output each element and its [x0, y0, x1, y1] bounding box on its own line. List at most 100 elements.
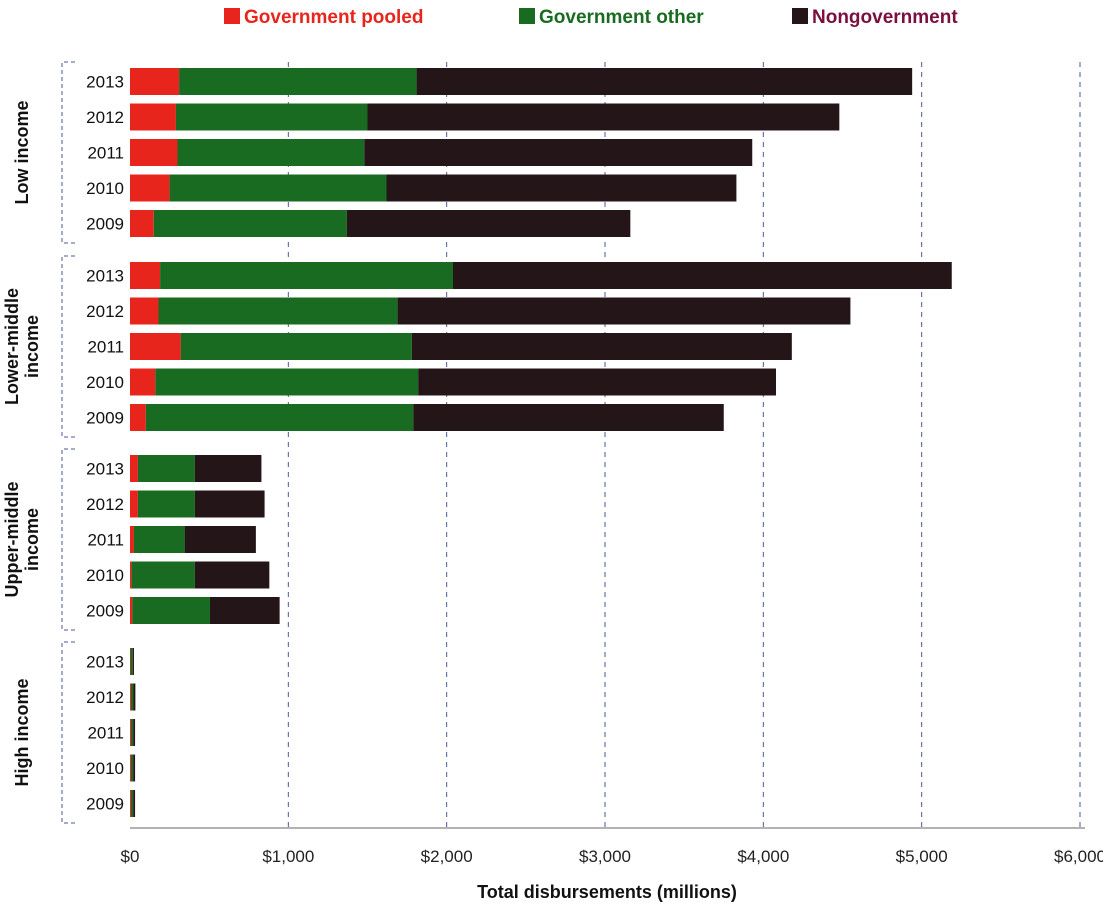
- bar-segment-nongovernment: [386, 174, 737, 202]
- legend-swatch-0: [224, 8, 240, 24]
- bars: [130, 68, 952, 817]
- group-label-0-0: Low income: [12, 100, 32, 204]
- x-axis-title: Total disbursements (millions): [477, 882, 737, 902]
- bar-segment-government-other: [130, 719, 134, 746]
- x-tick-label-3: $3,000: [579, 847, 631, 866]
- bar-segment-nongovernment: [397, 297, 851, 325]
- bar-segment-government-other: [130, 790, 134, 817]
- bar-segment-government-pooled: [130, 683, 131, 711]
- year-label: 2009: [86, 602, 124, 621]
- legend-label-1: Government other: [539, 7, 704, 28]
- year-label: 2011: [87, 338, 124, 357]
- year-label: 2011: [87, 531, 124, 550]
- legend-swatch-2: [792, 8, 808, 24]
- year-label: 2011: [87, 724, 124, 743]
- year-label: 2010: [86, 759, 124, 778]
- bar-segment-government-other: [160, 262, 454, 289]
- bar-segment-government-pooled: [130, 790, 131, 817]
- bar-segment-nongovernment: [194, 561, 270, 589]
- year-label: 2013: [86, 460, 124, 479]
- bar-segment-government-pooled: [130, 490, 138, 518]
- year-label: 2012: [86, 688, 124, 707]
- row-labels: Low income 2013 2012 2011 2010 2009 Lower-midd…: [2, 73, 124, 814]
- bar-segment-government-other: [169, 174, 387, 202]
- bar-segment-nongovernment: [364, 139, 753, 166]
- bar-segment-government-pooled: [130, 262, 161, 289]
- bar-segment-nongovernment: [133, 790, 136, 817]
- bar-segment-government-pooled: [130, 526, 134, 553]
- bar-segment-government-pooled: [130, 597, 133, 624]
- bar-segment-government-other: [130, 683, 134, 711]
- bar-segment-nongovernment: [133, 754, 136, 782]
- group-label-1-1: income: [22, 315, 42, 378]
- legend-swatch-1: [519, 8, 535, 24]
- year-label: 2012: [86, 302, 124, 321]
- bar-segment-nongovernment: [184, 526, 256, 553]
- x-tick-label-0: $0: [121, 847, 140, 866]
- bar-segment-government-other: [132, 597, 210, 624]
- x-tick-label-2: $2,000: [421, 847, 473, 866]
- bar-segment-government-other: [130, 754, 134, 782]
- group-label-1-0: Lower-middle: [2, 288, 22, 405]
- bar-segment-government-pooled: [130, 368, 156, 396]
- group-label-2-1: income: [22, 508, 42, 571]
- group-bracket-1: [61, 255, 75, 438]
- legend: Government pooled Government other Nongove…: [224, 7, 958, 28]
- group-bracket-0: [61, 61, 75, 244]
- bar-segment-nongovernment: [132, 648, 134, 675]
- bar-segment-government-pooled: [130, 455, 138, 482]
- bar-segment-nongovernment: [416, 68, 913, 95]
- bar-segment-nongovernment: [194, 455, 262, 482]
- bar-segment-government-other: [179, 68, 417, 95]
- year-label: 2010: [86, 566, 124, 585]
- bar-segment-government-pooled: [130, 210, 154, 237]
- bar-segment-government-other: [131, 561, 195, 589]
- bar-segment-government-other: [137, 490, 195, 518]
- bar-segment-government-other: [155, 368, 419, 396]
- bar-segment-nongovernment: [194, 490, 265, 518]
- bar-segment-nongovernment: [346, 210, 631, 237]
- year-label: 2012: [86, 108, 124, 127]
- bar-segment-nongovernment: [411, 333, 792, 360]
- bar-segment-government-pooled: [130, 103, 176, 131]
- bar-segment-government-other: [180, 333, 412, 360]
- year-label: 2012: [86, 495, 124, 514]
- group-brackets: [61, 61, 75, 824]
- gridlines: [287, 62, 1081, 828]
- bar-segment-nongovernment: [209, 597, 280, 624]
- bar-segment-government-pooled: [130, 139, 178, 166]
- x-tick-labels: $0 $1,000 $2,000 $3,000 $4,000 $5,000 $6,000: [121, 847, 1103, 866]
- year-label: 2009: [86, 795, 124, 814]
- group-label-3-0: High income: [12, 678, 32, 786]
- bar-segment-nongovernment: [418, 368, 776, 396]
- x-tick-label-6: $6,000: [1054, 847, 1103, 866]
- bar-segment-government-pooled: [130, 333, 181, 360]
- year-label: 2013: [86, 73, 124, 92]
- bar-segment-nongovernment: [413, 404, 724, 431]
- year-label: 2009: [86, 215, 124, 234]
- legend-label-2: Nongovernment: [812, 7, 958, 28]
- year-label: 2013: [86, 267, 124, 286]
- bar-segment-government-pooled: [130, 404, 146, 431]
- bar-segment-government-pooled: [130, 68, 180, 95]
- year-label: 2013: [86, 653, 124, 672]
- bar-segment-nongovernment: [133, 683, 136, 711]
- bar-segment-government-other: [175, 103, 368, 131]
- group-bracket-3: [61, 641, 75, 824]
- x-tick-label-4: $4,000: [737, 847, 789, 866]
- bar-segment-nongovernment: [367, 103, 840, 131]
- bar-segment-government-other: [130, 648, 133, 675]
- year-label: 2010: [86, 179, 124, 198]
- bar-segment-government-other: [145, 404, 414, 431]
- bar-segment-government-pooled: [130, 719, 131, 746]
- year-label: 2009: [86, 409, 124, 428]
- x-tick-label-5: $5,000: [896, 847, 948, 866]
- group-bracket-2: [61, 448, 75, 631]
- bar-segment-government-other: [133, 526, 185, 553]
- bar-segment-government-other: [137, 455, 195, 482]
- x-tick-label-1: $1,000: [262, 847, 314, 866]
- bar-segment-government-pooled: [130, 297, 159, 325]
- bar-segment-government-pooled: [130, 754, 131, 782]
- bar-segment-nongovernment: [453, 262, 952, 289]
